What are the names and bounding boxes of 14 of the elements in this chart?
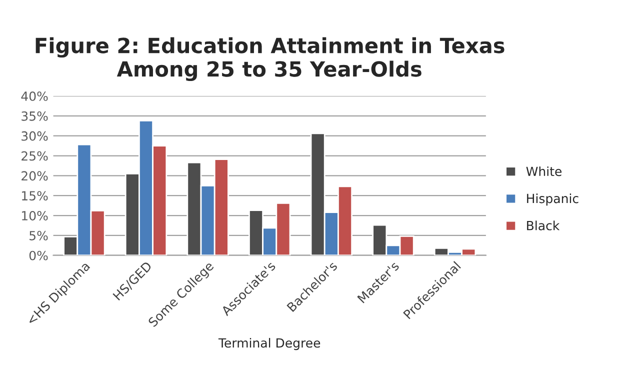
legend-label: Black (527, 220, 560, 230)
y-tick-label: 40% (21, 91, 48, 101)
y-tick-label: 5% (30, 230, 48, 240)
legend-label: Hispanic (527, 194, 578, 206)
y-tick-label: 10% (22, 210, 48, 220)
x-axis-title: Terminal Degree (218, 338, 320, 350)
y-tick-label: 30% (22, 131, 48, 141)
y-tick-label: 25% (22, 151, 48, 161)
y-tick-label: 15% (22, 191, 48, 201)
y-tick-label: 35% (22, 111, 48, 121)
chart-title: Figure 2: Education Attainment in Texas Among 25 to 35 Year-Olds (36, 37, 504, 82)
y-tick-label: 0% (29, 250, 48, 260)
legend-label: White (526, 166, 562, 176)
y-tick-label: 20% (22, 171, 48, 181)
